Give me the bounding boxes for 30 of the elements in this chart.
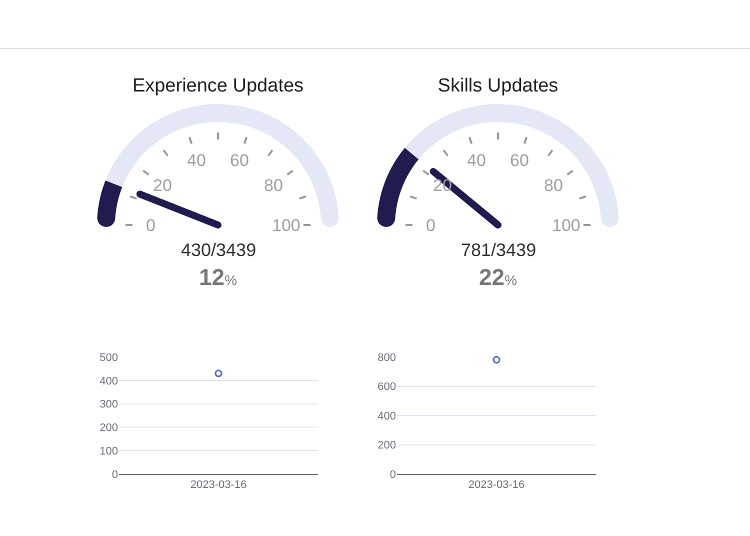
y-tick-label: 800 bbox=[378, 352, 396, 364]
text: 12% bbox=[199, 264, 238, 290]
text: 80 bbox=[544, 176, 563, 195]
text: 0 bbox=[426, 216, 436, 235]
y-tick-label: 600 bbox=[378, 381, 396, 394]
text: 40 bbox=[467, 151, 486, 170]
y-tick-label: 300 bbox=[100, 398, 118, 411]
text: 100 bbox=[552, 216, 580, 235]
y-tick-label: 400 bbox=[100, 375, 118, 388]
y-tick-label: 200 bbox=[100, 422, 118, 434]
y-tick-label: 400 bbox=[378, 410, 396, 422]
text: 22% bbox=[479, 264, 518, 290]
text: 80 bbox=[264, 176, 283, 195]
text: 20 bbox=[153, 176, 172, 195]
y-tick-label: 200 bbox=[378, 440, 396, 452]
text: 100 bbox=[272, 216, 300, 235]
y-tick-label: 500 bbox=[100, 352, 118, 364]
text: 781/3439 bbox=[461, 240, 536, 260]
y-tick-label: 0 bbox=[390, 468, 396, 481]
text: 60 bbox=[510, 151, 529, 170]
y-tick-label: 0 bbox=[112, 468, 118, 481]
x-tick-label: 2023-03-16 bbox=[190, 479, 247, 492]
text: 60 bbox=[230, 151, 249, 170]
text: 0 bbox=[146, 216, 156, 235]
chart-title: Skills Updates bbox=[438, 76, 558, 97]
text: 40 bbox=[187, 151, 206, 170]
y-tick-label: 100 bbox=[100, 445, 118, 458]
x-tick-label: 2023-03-16 bbox=[468, 479, 525, 492]
chart-title: Experience Updates bbox=[132, 76, 304, 97]
text: 430/3439 bbox=[181, 240, 256, 260]
